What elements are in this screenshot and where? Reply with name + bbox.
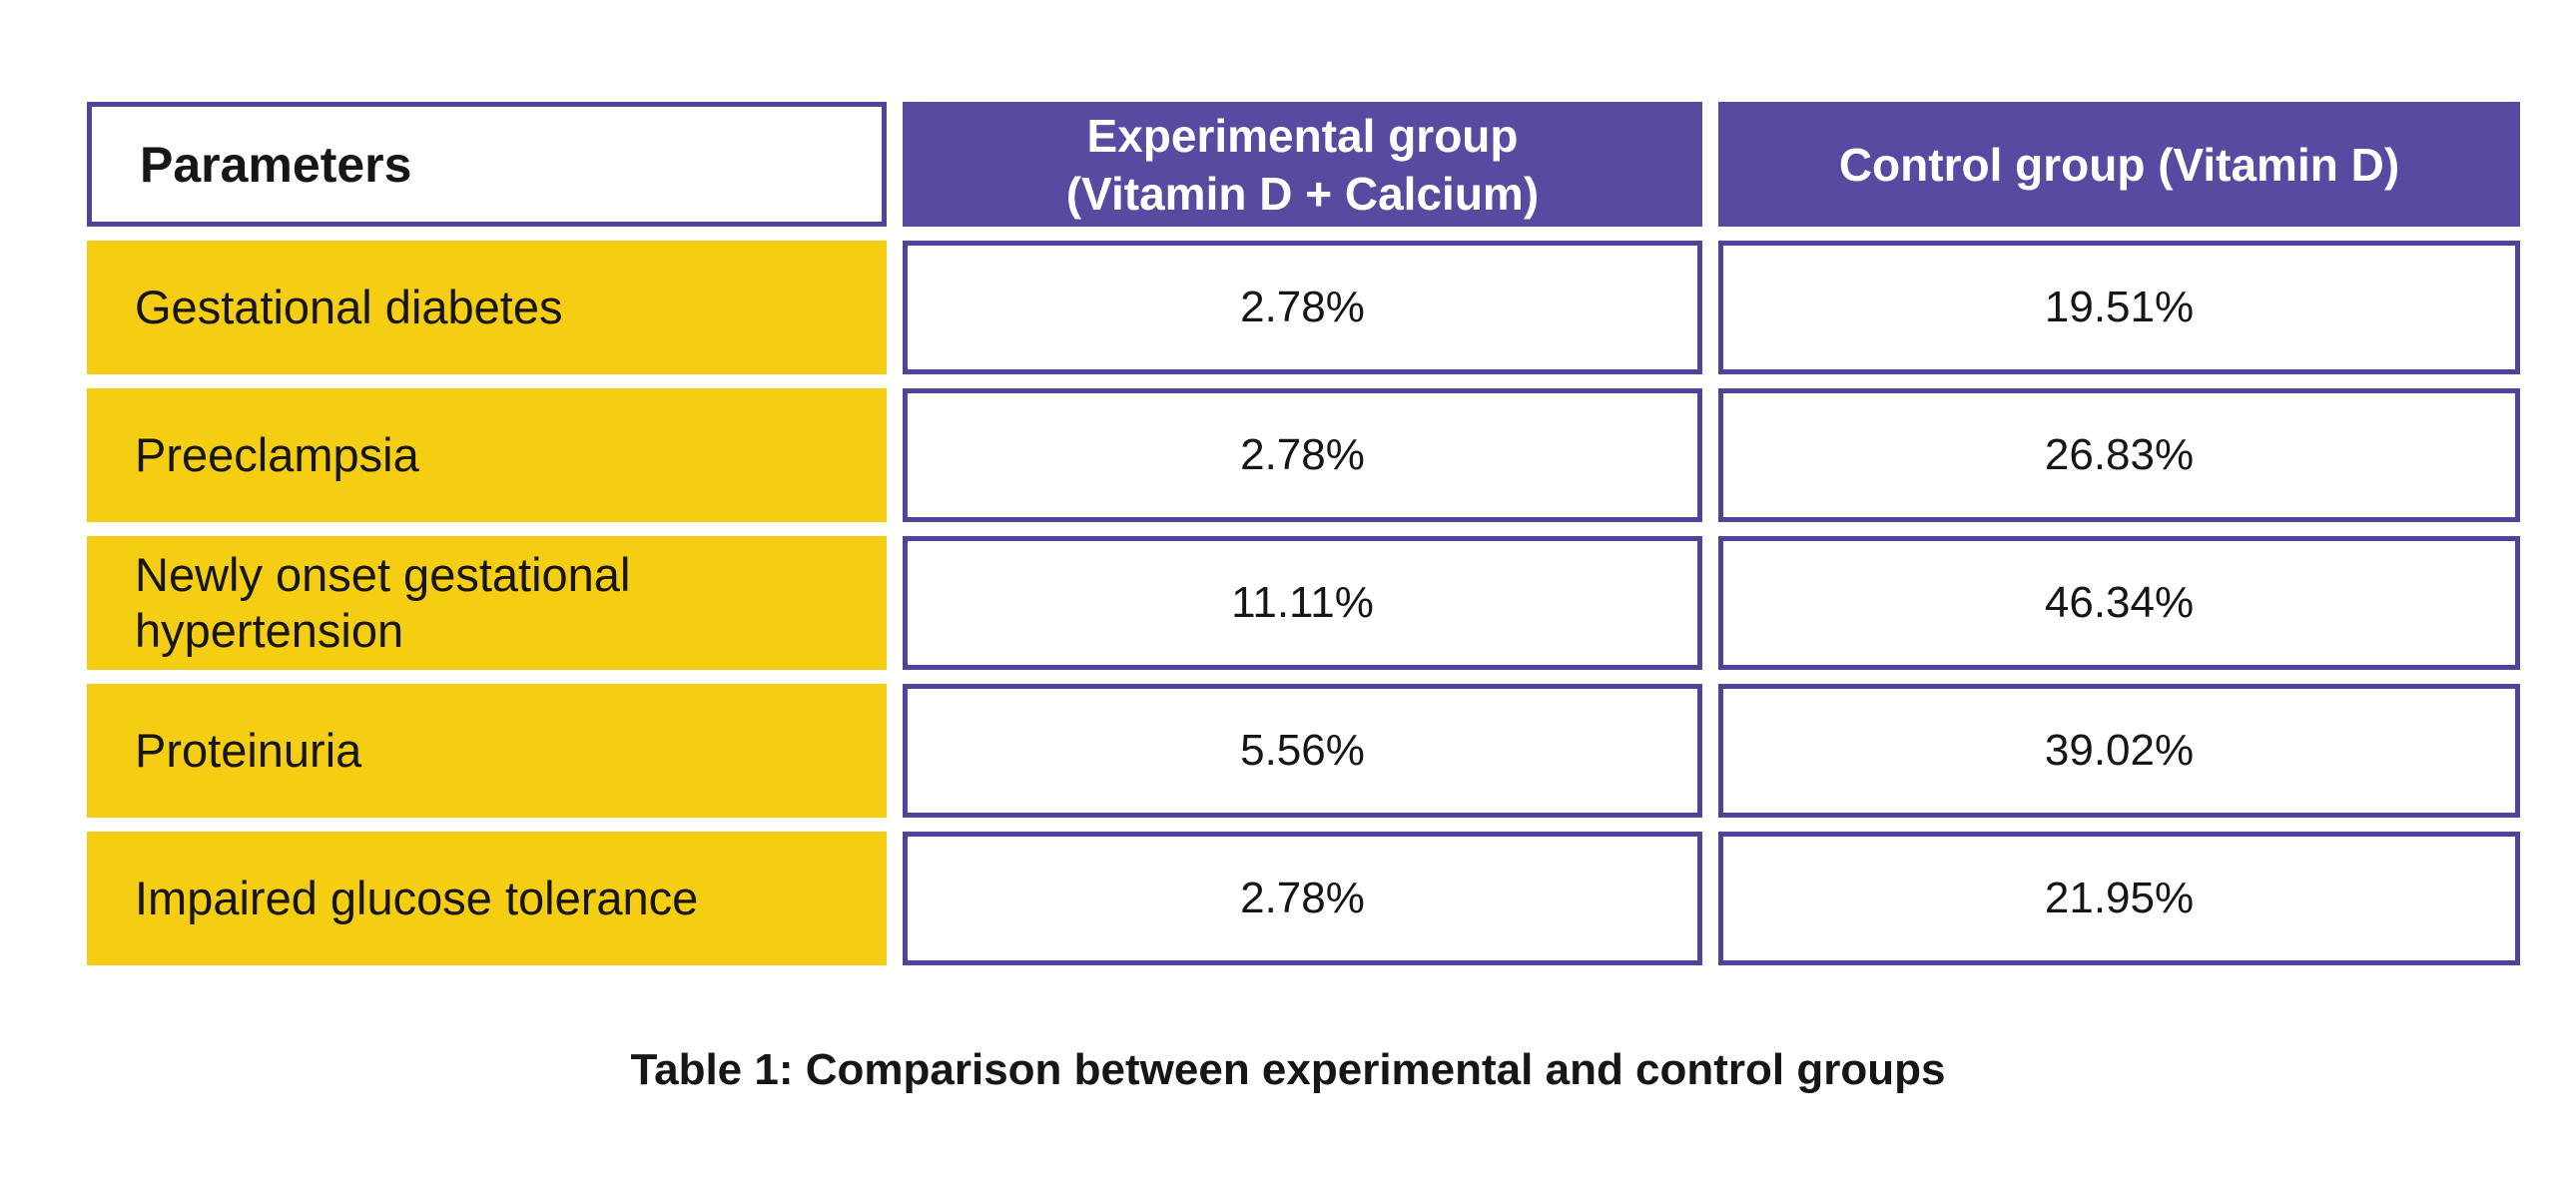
comparison-table: Parameters Experimental group (Vitamin D…: [87, 102, 2520, 965]
experimental-value-cell: 2.78%: [903, 241, 1702, 374]
experimental-value-cell: 5.56%: [903, 684, 1702, 818]
parameter-label-cell: Gestational diabetes: [87, 241, 887, 374]
header-experimental-line2: (Vitamin D + Calcium): [1065, 167, 1540, 220]
control-value-cell: 21.95%: [1718, 832, 2520, 965]
control-value-cell: 39.02%: [1718, 684, 2520, 818]
control-value-cell: 26.83%: [1718, 388, 2520, 522]
header-parameters-cell: Parameters: [87, 102, 887, 227]
parameter-label-cell: Newly onset gestational hypertension: [87, 536, 887, 670]
table-caption: Table 1: Comparison between experimental…: [630, 1045, 1946, 1094]
parameter-label-cell: Preeclampsia: [87, 388, 887, 522]
experimental-value-cell: 11.11%: [903, 536, 1702, 670]
control-value-cell: 19.51%: [1718, 241, 2520, 374]
control-value-cell: 46.34%: [1718, 536, 2520, 670]
header-experimental-line1: Experimental group: [1086, 109, 1519, 162]
header-control-group-cell: Control group (Vitamin D): [1718, 102, 2520, 227]
experimental-value-cell: 2.78%: [903, 388, 1702, 522]
parameter-label-cell: Impaired glucose tolerance: [87, 832, 887, 965]
parameter-label-cell: Proteinuria: [87, 684, 887, 818]
header-experimental-group-cell: Experimental group (Vitamin D + Calcium): [903, 102, 1702, 227]
experimental-value-cell: 2.78%: [903, 832, 1702, 965]
